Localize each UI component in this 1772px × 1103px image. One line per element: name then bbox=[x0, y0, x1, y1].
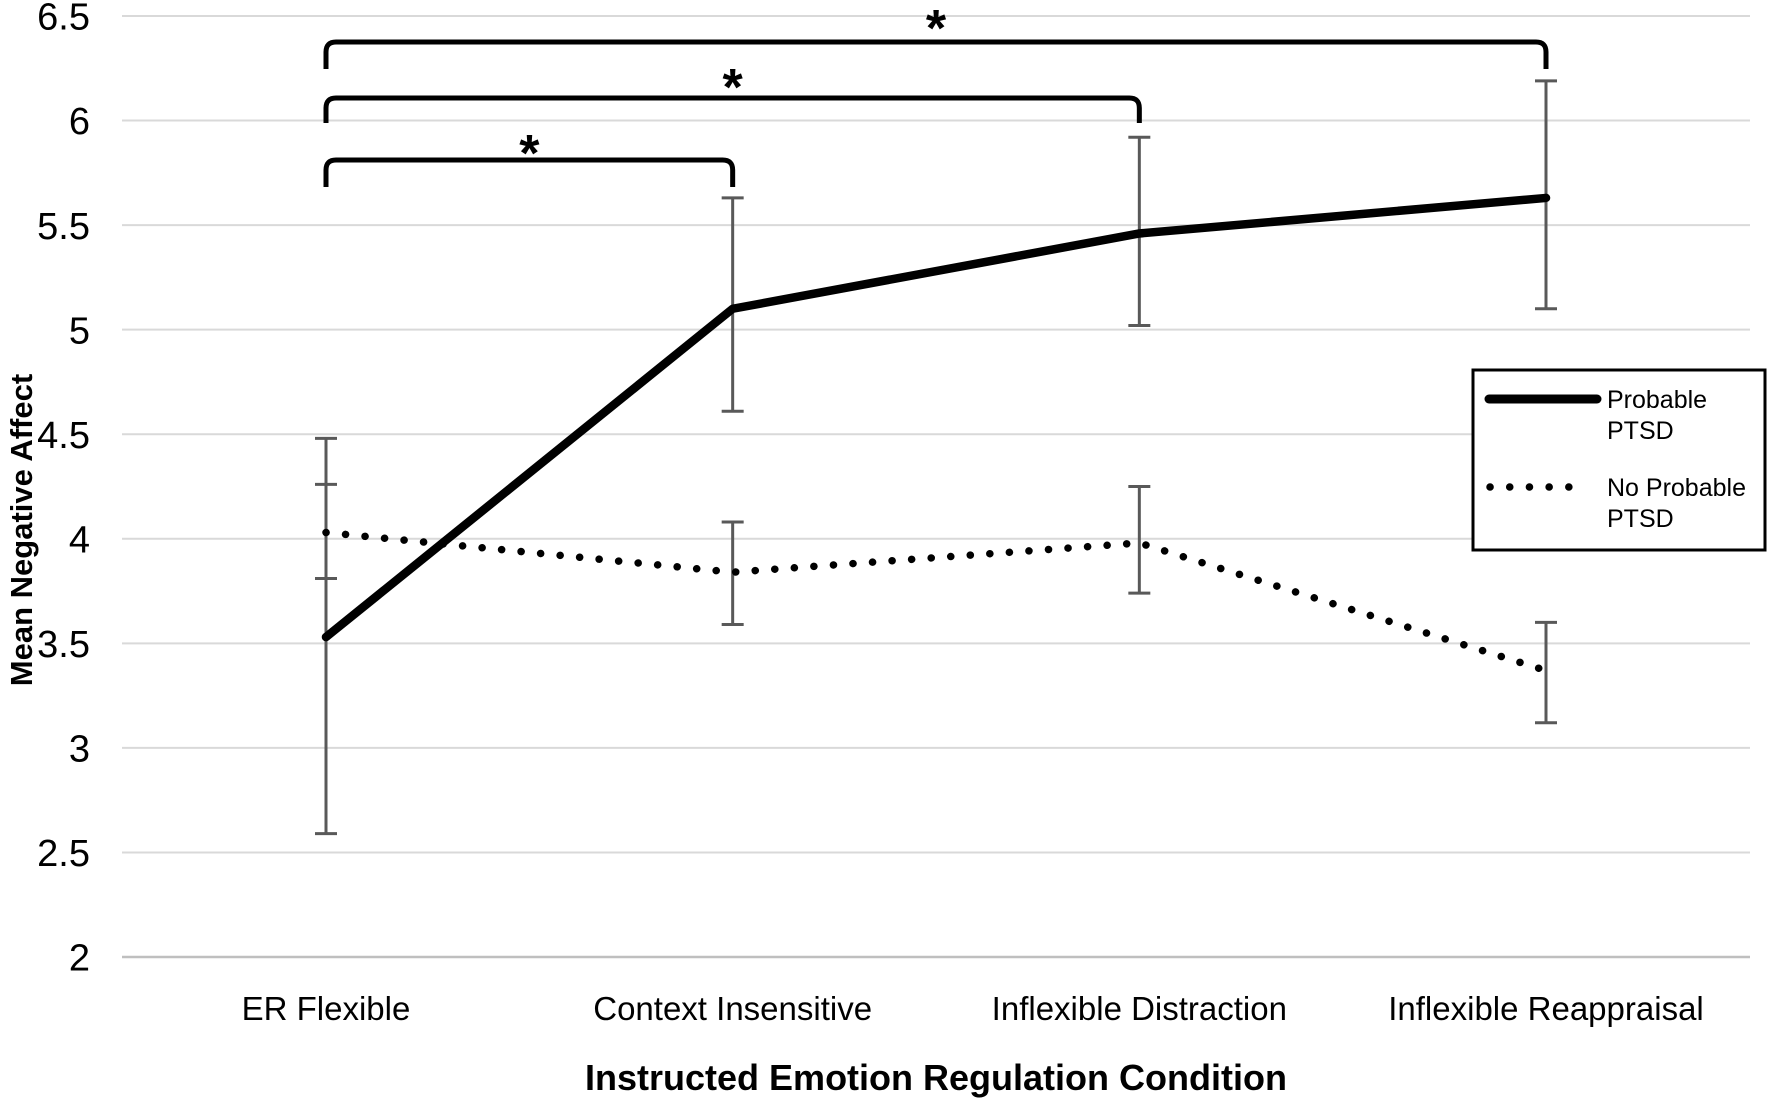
x-tick-label-inflexible-reappraisal: Inflexible Reappraisal bbox=[1388, 990, 1704, 1027]
x-axis-title: Instructed Emotion Regulation Condition bbox=[585, 1057, 1287, 1098]
legend-label-no-probable-ptsd-line1: No Probable bbox=[1607, 474, 1746, 502]
y-tick-label: 5 bbox=[69, 310, 90, 352]
y-axis-title: Mean Negative Affect bbox=[4, 373, 39, 687]
sig-bracket-er-flexible-context-insensitive bbox=[323, 157, 736, 187]
sig-asterisk: * bbox=[723, 59, 744, 117]
y-tick-label: 4 bbox=[69, 519, 90, 561]
y-tick-label: 3 bbox=[69, 729, 90, 771]
y-tick-label: 6.5 bbox=[37, 0, 90, 39]
x-tick-label-er-flexible: ER Flexible bbox=[242, 990, 411, 1027]
sig-bracket-er-flexible-inflexible-distraction bbox=[323, 95, 1142, 123]
y-tick-label: 6 bbox=[69, 101, 90, 143]
sig-asterisk: * bbox=[519, 125, 540, 183]
sig-bracket-er-flexible-inflexible-reappraisal bbox=[323, 39, 1549, 69]
legend-label-probable-ptsd-line2: PTSD bbox=[1607, 417, 1674, 445]
legend-label-probable-ptsd-line1: Probable bbox=[1607, 386, 1707, 414]
y-tick-label: 3.5 bbox=[37, 624, 90, 666]
legend: Probable PTSD No Probable PTSD bbox=[1471, 368, 1767, 552]
x-tick-label-inflexible-distraction: Inflexible Distraction bbox=[992, 990, 1287, 1027]
legend-label-no-probable-ptsd-line2: PTSD bbox=[1607, 505, 1674, 533]
y-tick-label: 4.5 bbox=[37, 415, 90, 457]
y-tick-label: 2.5 bbox=[37, 833, 90, 875]
series-line-probable-ptsd bbox=[321, 193, 1551, 642]
error-bar-no-probable-ptsd-inflexible-reappraisal bbox=[1535, 620, 1557, 725]
error-bar-no-probable-ptsd-inflexible-distraction bbox=[1128, 485, 1151, 595]
sig-asterisk: * bbox=[926, 0, 947, 58]
y-tick-label: 5.5 bbox=[37, 206, 90, 248]
x-tick-label-context-insensitive: Context Insensitive bbox=[593, 990, 872, 1027]
y-tick-label: 2 bbox=[69, 938, 90, 980]
series-line-no-probable-ptsd bbox=[322, 528, 1550, 675]
